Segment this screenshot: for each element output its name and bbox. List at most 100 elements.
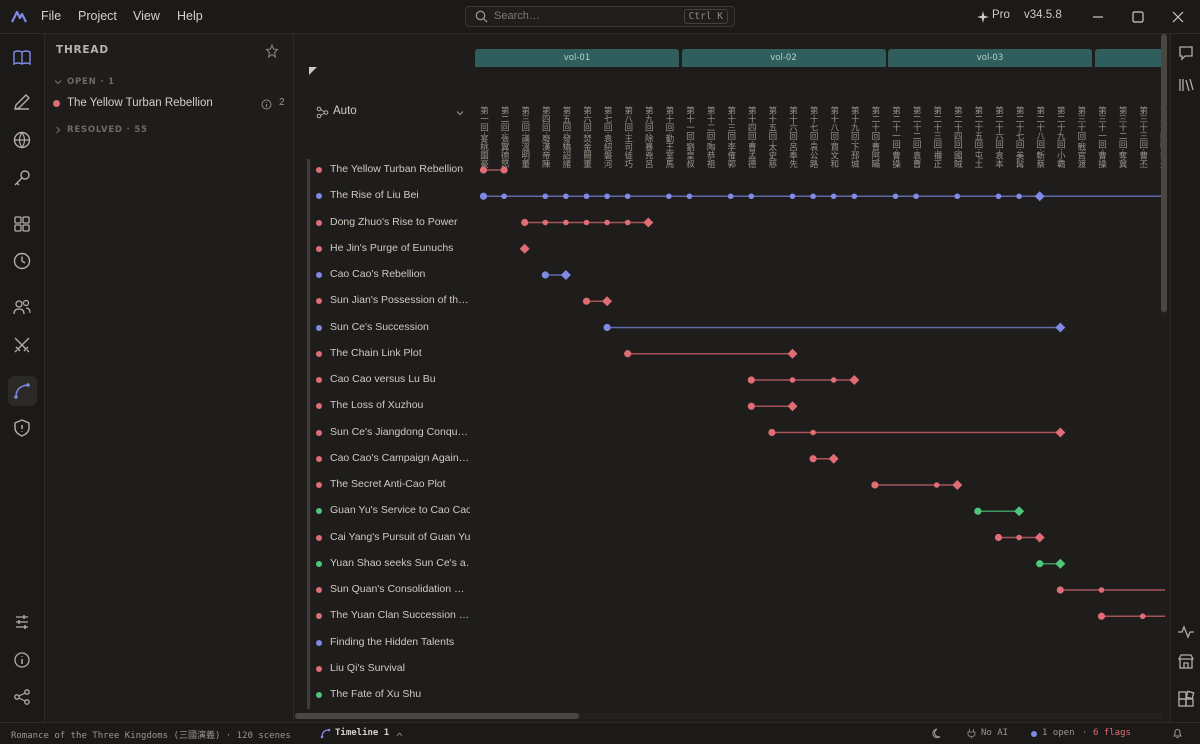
chapter-header[interactable]: 第七回·袁紹磐河: [602, 105, 612, 168]
scene-dot[interactable]: [542, 193, 549, 200]
chapter-header[interactable]: 第十回·勤王室馬: [664, 105, 674, 169]
chapter-header[interactable]: 第十三回·李傕郭: [726, 105, 736, 169]
chapter-header[interactable]: 第十九回·下邳城: [849, 105, 859, 169]
ai-status[interactable]: No AI: [981, 728, 1009, 738]
resolution-diamond[interactable]: [643, 217, 654, 228]
chapter-header[interactable]: 第六回·焚金闕董: [582, 105, 592, 168]
scene-dot[interactable]: [624, 193, 631, 200]
thread-row-label[interactable]: Cao Cao's Campaign Again…: [330, 451, 470, 464]
key-icon[interactable]: [11, 167, 33, 189]
pen-icon[interactable]: [11, 91, 33, 113]
store-icon[interactable]: [1175, 651, 1197, 673]
book-icon[interactable]: [11, 47, 33, 69]
library-icon[interactable]: [1175, 74, 1197, 96]
thread-row-label[interactable]: The Secret Anti-Cao Plot: [330, 478, 446, 490]
resolution-diamond[interactable]: [849, 375, 860, 385]
scene-dot[interactable]: [789, 377, 796, 383]
resolution-diamond[interactable]: [519, 243, 530, 254]
chapter-header[interactable]: 第九回·除暴兇呂: [643, 105, 653, 169]
resolved-group-label[interactable]: RESOLVED · 55: [67, 125, 148, 135]
chapter-header[interactable]: 第二十四回·國賊: [952, 105, 962, 169]
clock-icon[interactable]: [11, 250, 33, 272]
chapter-header[interactable]: 第二十三回·禰正: [932, 105, 942, 168]
thread-curve-icon[interactable]: [8, 376, 37, 406]
scene-dot[interactable]: [1139, 613, 1146, 620]
resolution-diamond[interactable]: [787, 401, 798, 412]
menu-project[interactable]: Project: [78, 9, 117, 23]
scene-dot[interactable]: [871, 481, 879, 489]
scene-dot[interactable]: [686, 193, 693, 200]
volume-header[interactable]: vol-02: [681, 49, 886, 67]
chapter-header[interactable]: 第八回·王司徒巧: [623, 105, 633, 169]
scene-dot[interactable]: [830, 193, 837, 200]
scene-dot[interactable]: [603, 323, 611, 332]
scene-dot[interactable]: [747, 376, 755, 384]
scene-dot[interactable]: [810, 193, 816, 200]
chapter-header[interactable]: 第二回·張翼德怒: [499, 105, 509, 168]
scene-dot[interactable]: [727, 193, 734, 200]
horizontal-scroll-thumb[interactable]: [295, 713, 579, 719]
scene-dot[interactable]: [604, 219, 610, 226]
chapter-header[interactable]: 第三十回·戰官渡: [1076, 105, 1086, 169]
resolution-diamond[interactable]: [1034, 532, 1045, 543]
scene-dot[interactable]: [582, 297, 591, 305]
thread-row-label[interactable]: The Chain Link Plot: [330, 346, 422, 359]
pin-icon[interactable]: [265, 44, 279, 58]
sliders-icon[interactable]: [11, 611, 33, 633]
volume-header-partial[interactable]: [1094, 49, 1165, 67]
chapter-header[interactable]: 第三十二回·奪冀: [1117, 105, 1127, 169]
moon-icon[interactable]: [932, 728, 943, 739]
volume-header[interactable]: vol-03: [888, 49, 1092, 67]
chapter-header[interactable]: 第三十一回·曹操: [1097, 105, 1107, 169]
chevron-down-icon[interactable]: [54, 78, 62, 86]
thread-row-label[interactable]: Guan Yu's Service to Cao Cao: [330, 504, 470, 517]
thread-row-label[interactable]: The Yuan Clan Succession …: [330, 609, 470, 622]
scene-dot[interactable]: [913, 193, 919, 200]
thread-row-label[interactable]: Liu Qi's Survival: [330, 661, 405, 674]
globe-icon[interactable]: [11, 129, 33, 151]
chapter-header[interactable]: 第二十七回·美髯: [1014, 105, 1024, 169]
horizontal-scrollbar[interactable]: [295, 713, 1163, 719]
thread-row-label[interactable]: Sun Jian's Possession of th…: [330, 294, 469, 307]
scene-dot[interactable]: [809, 455, 817, 463]
chevron-up-icon[interactable]: [396, 731, 403, 738]
thread-row-label[interactable]: Sun Quan's Consolidation …: [330, 583, 465, 595]
chapter-header[interactable]: 第十七回·袁公路: [808, 105, 818, 169]
scene-dot[interactable]: [747, 402, 755, 410]
chapter-header[interactable]: 第十六回·呂奉先: [788, 105, 798, 169]
chapter-header[interactable]: 第十二回·陶恭祖: [705, 105, 715, 169]
scene-dot[interactable]: [563, 219, 569, 226]
resolution-diamond[interactable]: [1034, 191, 1045, 202]
scene-dot[interactable]: [995, 193, 1002, 200]
vertical-scroll-thumb[interactable]: [1161, 34, 1167, 312]
scene-dot[interactable]: [994, 533, 1003, 542]
scene-dot[interactable]: [542, 219, 549, 226]
scene-dot[interactable]: [624, 350, 632, 358]
shield-icon[interactable]: [11, 417, 33, 439]
menu-view[interactable]: View: [133, 9, 160, 23]
chapter-header[interactable]: 第二十九回·小霸: [1055, 105, 1065, 169]
scene-dot[interactable]: [954, 193, 961, 200]
chapter-header[interactable]: 第二十二回·袁曹: [911, 105, 921, 169]
menu-help[interactable]: Help: [177, 9, 203, 23]
extensions-icon[interactable]: [1175, 689, 1197, 711]
chapter-header[interactable]: 第五回·發矯詔諸: [561, 105, 571, 168]
scene-dot[interactable]: [789, 193, 796, 200]
scene-dot[interactable]: [479, 192, 488, 200]
scene-dot[interactable]: [1098, 587, 1105, 593]
vertical-scrollbar[interactable]: [1161, 34, 1167, 316]
thread-row-label[interactable]: The Loss of Xuzhou: [330, 399, 424, 412]
scene-dot[interactable]: [541, 271, 549, 279]
scene-dot[interactable]: [521, 218, 529, 227]
thread-row-label[interactable]: The Rise of Liu Bei: [330, 189, 419, 202]
chapter-header[interactable]: 第十一回·劉皇叔: [685, 105, 695, 169]
close-icon[interactable]: [1170, 9, 1186, 25]
info-icon[interactable]: [11, 649, 33, 671]
scene-dot[interactable]: [933, 482, 940, 488]
chapter-header[interactable]: 第三回·議溫明董: [520, 105, 530, 168]
scene-dot[interactable]: [974, 507, 982, 515]
resolution-diamond[interactable]: [952, 480, 963, 490]
scene-dot[interactable]: [851, 193, 858, 200]
thread-row-label[interactable]: Yuan Shao seeks Sun Ce's a…: [330, 556, 470, 569]
thread-row-label[interactable]: Cai Yang's Pursuit of Guan Yu: [330, 530, 470, 543]
